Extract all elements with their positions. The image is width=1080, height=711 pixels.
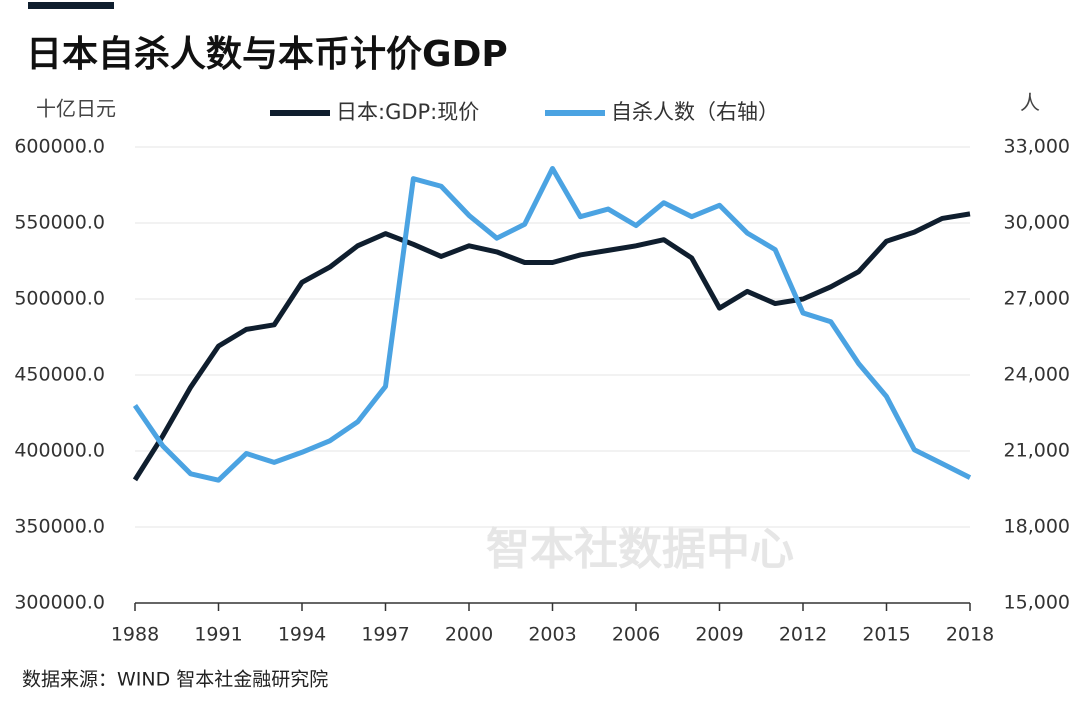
x-tick-label: 2012 — [779, 624, 827, 646]
y2-tick-label: 24,000 — [1004, 364, 1070, 386]
y2-tick-label: 27,000 — [1004, 288, 1070, 310]
x-tick-label: 2003 — [528, 624, 576, 646]
y2-axis-label: 人 — [1020, 91, 1040, 115]
x-tick-label: 2015 — [862, 624, 910, 646]
y2-tick-label: 33,000 — [1004, 136, 1070, 158]
series-line — [132, 166, 972, 483]
x-tick-label: 2006 — [612, 624, 660, 646]
source: 数据来源：WIND 智本社金融研究院 — [22, 669, 328, 691]
y-tick-label: 300000.0 — [14, 592, 105, 614]
watermark: 智本社数据中心 — [486, 524, 794, 575]
x-tick-label: 2000 — [445, 624, 493, 646]
x-tick-label: 2009 — [695, 624, 743, 646]
x-tick-label: 1988 — [111, 624, 159, 646]
legend-label: 日本:GDP:现价 — [336, 100, 479, 124]
y-tick-label: 400000.0 — [14, 440, 105, 462]
y-tick-label: 450000.0 — [14, 364, 105, 386]
x-tick-label: 1997 — [361, 624, 409, 646]
y-tick-label: 550000.0 — [14, 212, 105, 234]
y2-tick-label: 21,000 — [1004, 440, 1070, 462]
y-tick-label: 350000.0 — [14, 516, 105, 538]
y-axis-label: 十亿日元 — [36, 97, 116, 121]
title-bar — [28, 2, 114, 9]
legend-label: 自杀人数（右轴） — [611, 100, 779, 124]
y2-tick-label: 18,000 — [1004, 516, 1070, 538]
y2-tick-label: 30,000 — [1004, 212, 1070, 234]
y-tick-label: 600000.0 — [14, 136, 105, 158]
x-tick-label: 1991 — [194, 624, 242, 646]
y2-tick-label: 15,000 — [1004, 592, 1070, 614]
series-line — [132, 211, 971, 482]
y-tick-label: 500000.0 — [14, 288, 105, 310]
x-tick-label: 1994 — [278, 624, 326, 646]
x-tick-label: 2018 — [946, 624, 994, 646]
chart-title: 日本自杀人数与本币计价GDP — [26, 34, 508, 75]
